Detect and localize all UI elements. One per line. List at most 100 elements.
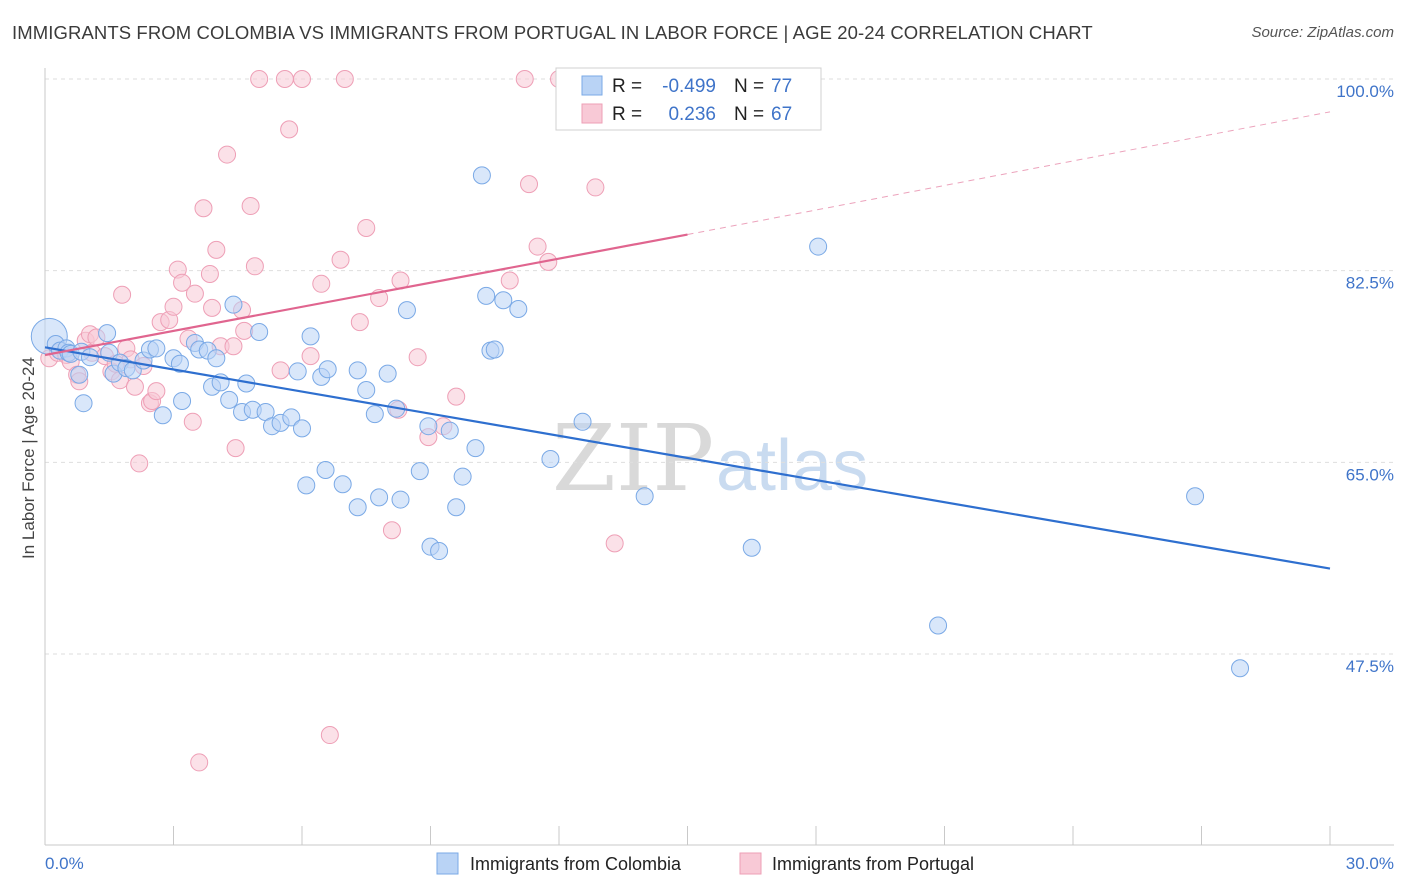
- point-portugal: [271, 361, 290, 380]
- point-colombia: [153, 406, 172, 425]
- point-portugal: [130, 454, 149, 473]
- point-portugal: [520, 175, 539, 194]
- point-portugal: [194, 199, 213, 218]
- point-colombia: [391, 490, 410, 509]
- bottom-legend-label-portugal: Immigrants from Portugal: [772, 854, 974, 874]
- point-colombia: [1231, 659, 1250, 678]
- point-portugal: [113, 285, 132, 304]
- point-colombia: [440, 421, 459, 440]
- series-legend: Immigrants from Colombia Immigrants from…: [436, 852, 974, 875]
- point-colombia: [397, 301, 416, 320]
- point-portugal: [190, 753, 209, 772]
- legend-n-label-portugal: N =: [734, 104, 764, 125]
- trend-lines: [44, 111, 1331, 570]
- point-colombia: [466, 439, 485, 458]
- y-tick-label: 100.0%: [1336, 82, 1394, 101]
- point-colombia: [301, 327, 320, 346]
- gridlines: [45, 78, 1394, 655]
- point-colombia: [173, 392, 192, 410]
- point-colombia: [207, 349, 226, 368]
- point-colombia: [365, 405, 384, 424]
- x-tick-label-max: 30.0%: [1346, 854, 1394, 873]
- point-colombia: [348, 361, 367, 380]
- point-portugal: [183, 412, 202, 431]
- point-portugal: [528, 237, 547, 256]
- point-portugal: [331, 250, 350, 269]
- point-colombia: [419, 417, 438, 436]
- legend-swatch-colombia: [581, 75, 603, 96]
- x-ticks: [44, 826, 1331, 845]
- point-colombia: [282, 408, 301, 427]
- x-tick-label-min: 0.0%: [45, 854, 84, 873]
- point-colombia: [410, 462, 429, 481]
- point-portugal: [250, 70, 269, 88]
- point-colombia: [809, 237, 828, 256]
- point-colombia: [348, 498, 367, 517]
- point-colombia: [378, 364, 397, 383]
- point-colombia: [929, 616, 948, 635]
- point-colombia: [447, 498, 466, 517]
- point-portugal: [515, 70, 534, 88]
- point-portugal: [293, 70, 311, 88]
- point-colombia: [509, 300, 528, 318]
- point-portugal: [275, 70, 294, 88]
- point-portugal: [350, 313, 369, 332]
- point-portugal: [218, 145, 237, 164]
- point-colombia: [297, 476, 316, 495]
- point-portugal: [382, 521, 401, 540]
- point-portugal: [245, 257, 264, 276]
- point-portugal: [408, 348, 427, 367]
- point-colombia: [293, 419, 311, 438]
- legend-r-label-portugal: R =: [612, 104, 642, 125]
- point-portugal: [226, 439, 245, 458]
- stats-legend: R = -0.499 N = 77 R = 0.236 N = 67: [555, 67, 822, 131]
- axes: [44, 68, 1394, 846]
- point-portugal: [312, 274, 331, 293]
- y-tick-label: 65.0%: [1346, 465, 1394, 484]
- point-colombia: [370, 488, 389, 507]
- point-colombia: [316, 461, 335, 479]
- source-credit: Source: ZipAtlas.com: [1251, 24, 1394, 41]
- legend-r-value-colombia: -0.499: [662, 76, 716, 97]
- legend-n-label-colombia: N =: [734, 76, 764, 97]
- y-tick-label: 47.5%: [1346, 657, 1394, 676]
- point-colombia: [224, 295, 243, 314]
- legend-n-value-portugal: 67: [771, 104, 792, 125]
- point-portugal: [301, 347, 320, 366]
- point-colombia: [288, 362, 307, 381]
- point-colombia: [1186, 487, 1205, 506]
- point-portugal: [280, 120, 299, 139]
- legend-r-value-portugal: 0.236: [668, 104, 716, 125]
- trend-line-colombia: [44, 346, 1331, 570]
- point-colombia: [472, 166, 491, 185]
- point-colombia: [494, 291, 513, 310]
- point-colombia: [573, 412, 592, 431]
- y-axis-label: In Labor Force | Age 20-24: [19, 357, 38, 559]
- point-colombia: [742, 538, 761, 557]
- point-colombia: [98, 324, 117, 343]
- point-portugal: [185, 284, 204, 303]
- point-colombia: [635, 487, 654, 506]
- point-portugal: [147, 382, 166, 401]
- point-colombia: [318, 360, 337, 379]
- watermark-atlas: atlas: [716, 426, 868, 506]
- point-portugal: [320, 726, 339, 745]
- bottom-legend-swatch-portugal: [739, 852, 762, 875]
- point-colombia: [147, 339, 166, 358]
- point-colombia: [430, 542, 449, 561]
- point-colombia: [477, 286, 496, 305]
- point-portugal: [164, 297, 183, 316]
- point-portugal: [447, 387, 466, 406]
- bottom-legend-swatch-colombia: [436, 852, 459, 875]
- trend-line-portugal: [44, 233, 688, 357]
- point-portugal: [203, 298, 222, 317]
- y-tick-label: 82.5%: [1346, 274, 1394, 293]
- point-portugal: [125, 377, 144, 396]
- bottom-legend-label-colombia: Immigrants from Colombia: [470, 854, 682, 874]
- point-portugal: [235, 321, 254, 340]
- point-colombia: [485, 340, 504, 359]
- point-colombia: [220, 390, 239, 409]
- point-colombia: [333, 475, 352, 494]
- point-portugal: [224, 337, 243, 356]
